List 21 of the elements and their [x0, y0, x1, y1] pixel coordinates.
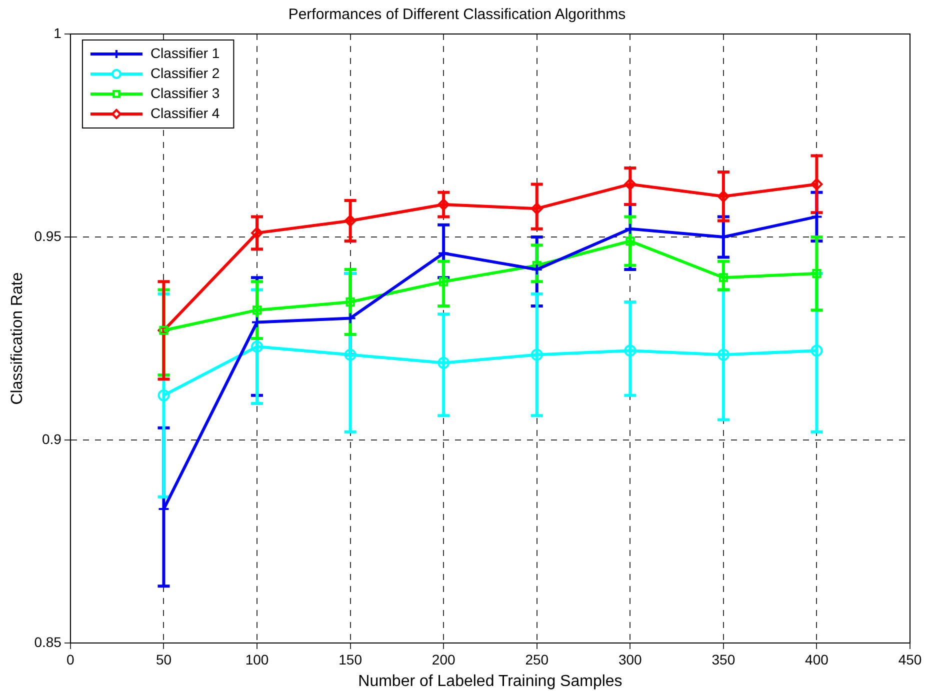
y-tick-label: 1 [54, 24, 62, 41]
y-tick-label: 0.85 [34, 634, 62, 650]
x-tick-label: 400 [805, 651, 829, 668]
x-tick-label: 150 [338, 651, 362, 668]
legend-label: Classifier 3 [150, 84, 220, 101]
x-tick-label: 350 [712, 651, 736, 668]
x-tick-label: 50 [156, 651, 172, 668]
chart-title: Performances of Different Classification Algorithms [288, 6, 626, 24]
x-tick-label: 250 [525, 651, 549, 668]
legend-label: Classifier 4 [150, 104, 220, 121]
x-tick-label: 450 [898, 651, 922, 668]
legend-label: Classifier 2 [150, 64, 220, 81]
y-tick-label: 0.9 [42, 430, 62, 447]
legend-label: Classifier 1 [150, 44, 220, 61]
x-tick-label: 0 [66, 651, 75, 668]
x-tick-label: 100 [245, 651, 269, 668]
x-axis-title: Number of Labeled Training Samples [358, 672, 622, 690]
x-tick-label: 300 [618, 651, 642, 668]
y-tick-label: 0.95 [34, 228, 62, 244]
y-axis-title: Classification Rate [9, 272, 26, 405]
x-tick-label: 200 [432, 651, 456, 668]
